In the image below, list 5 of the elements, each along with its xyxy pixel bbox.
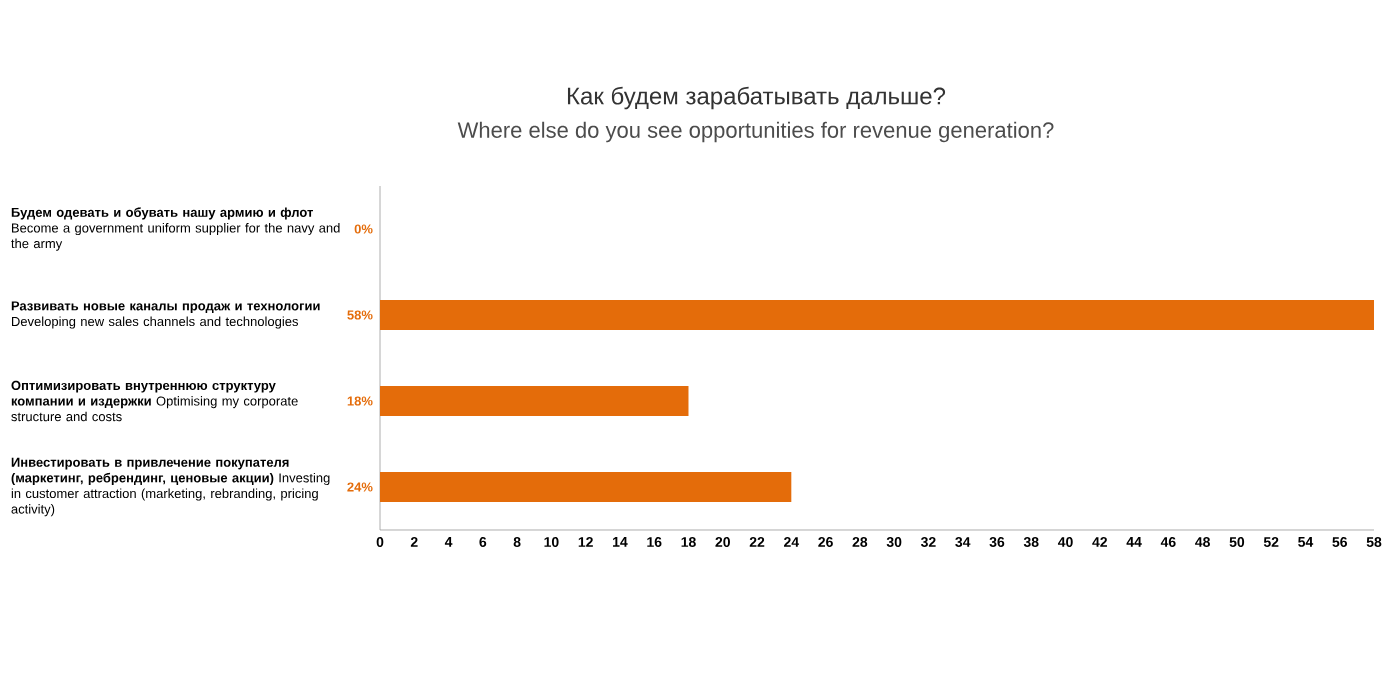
bar	[380, 472, 792, 502]
chart-title: Как будем зарабатывать дальше?	[567, 86, 946, 110]
bar	[380, 300, 1375, 330]
chart-subtitle: Where else do you see opportunities for revenue generation?	[457, 121, 1054, 143]
bar	[380, 386, 689, 416]
